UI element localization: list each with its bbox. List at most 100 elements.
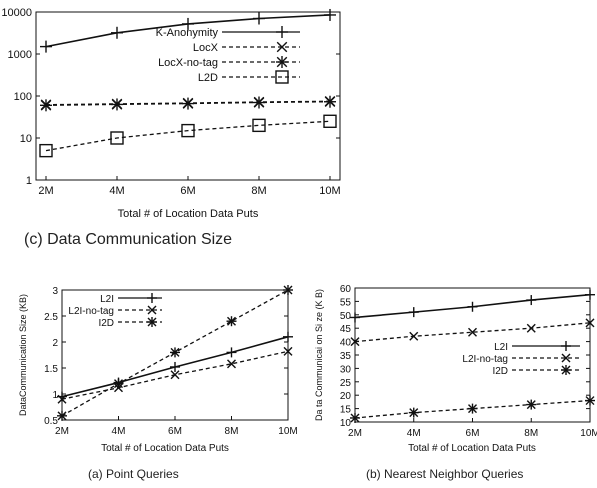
data-point — [324, 95, 336, 108]
y-tick-label: 35 — [340, 351, 352, 362]
x-tick-label: 8M — [225, 426, 239, 437]
series-line-l2i-no-tag — [354, 322, 591, 343]
data-point — [40, 40, 52, 53]
x-tick-label: 8M — [251, 185, 266, 197]
data-point — [170, 361, 180, 372]
data-point — [111, 98, 123, 111]
data-point — [182, 97, 194, 110]
legend-marker — [147, 305, 157, 315]
legend-label: I2D — [98, 318, 114, 329]
data-point — [324, 8, 336, 21]
data-point — [350, 412, 360, 423]
y-tick-label: 10 — [20, 133, 32, 145]
y-tick-label: 20 — [340, 391, 352, 402]
data-point — [408, 307, 419, 318]
legend-marker — [561, 353, 571, 363]
data-point — [350, 312, 360, 323]
data-point — [226, 316, 237, 327]
data-point — [253, 12, 265, 25]
legend-label: L2D — [198, 72, 218, 84]
x-tick-label: 6M — [168, 426, 182, 437]
legend-marker — [276, 41, 288, 53]
y-axis-label: Da ta Communicai on Si ze (K B) — [314, 289, 324, 421]
x-tick-label: 6M — [466, 428, 480, 439]
y-tick-label: 10 — [340, 418, 352, 429]
y-tick-label: 25 — [340, 378, 352, 389]
legend-marker — [276, 56, 288, 68]
data-point — [585, 395, 595, 406]
x-tick-label: 6M — [180, 185, 195, 197]
data-point — [110, 131, 124, 145]
data-point — [408, 407, 419, 418]
data-point — [39, 143, 53, 158]
y-tick-label: 1000 — [8, 49, 32, 61]
legend-label: L2I-no-tag — [462, 354, 508, 365]
legend-label: L2I — [494, 342, 508, 353]
y-tick-label: 2.5 — [44, 312, 58, 323]
caption-data-communication-size: (c) Data Communication Size — [24, 231, 233, 248]
series-line-l2d — [45, 120, 331, 152]
y-tick-label: 55 — [340, 297, 352, 308]
x-axis-label: Total # of Location Data Puts — [408, 443, 536, 454]
y-tick-label: 1 — [26, 175, 32, 187]
data-point — [57, 410, 67, 421]
legend-marker — [147, 293, 157, 303]
legend-label: I2D — [492, 366, 508, 377]
legend-marker — [276, 26, 288, 38]
caption-nearest-neighbor-queries: (b) Nearest Neighbor Queries — [366, 467, 524, 481]
y-tick-label: 1.5 — [44, 364, 58, 375]
data-point — [526, 323, 536, 333]
x-axis-label: Total # of Location Data Puts — [101, 443, 229, 454]
data-point — [283, 285, 293, 295]
y-tick-label: 15 — [340, 405, 352, 416]
y-tick-label: 1 — [52, 390, 58, 401]
data-point — [40, 99, 52, 112]
y-tick-label: 30 — [340, 364, 352, 375]
y-tick-label: 60 — [340, 284, 352, 295]
x-tick-label: 2M — [38, 185, 53, 197]
x-tick-label: 10M — [580, 428, 597, 439]
x-tick-label: 4M — [109, 185, 124, 197]
y-tick-label: 3 — [52, 286, 58, 297]
data-point — [252, 118, 266, 133]
data-point — [170, 370, 180, 380]
data-point — [170, 347, 180, 358]
data-point — [409, 331, 419, 341]
data-point — [253, 96, 265, 109]
y-tick-label: 45 — [340, 324, 352, 335]
legend-marker — [561, 365, 571, 375]
data-point — [585, 318, 595, 328]
data-point — [113, 378, 124, 389]
legend-marker — [561, 341, 571, 351]
data-point — [111, 26, 123, 39]
data-point — [182, 17, 194, 30]
legend-marker — [275, 70, 289, 84]
y-tick-label: 10000 — [1, 7, 32, 19]
data-point — [283, 346, 293, 356]
x-tick-label: 2M — [348, 428, 362, 439]
x-tick-label: 10M — [319, 185, 340, 197]
data-point — [226, 347, 237, 358]
data-point — [57, 394, 67, 404]
data-point — [468, 327, 477, 337]
legend-label: L2I — [100, 294, 114, 305]
x-tick-label: 4M — [112, 426, 126, 437]
chart-left: 0.5 1 1.5 2 2.5 3 2M 4M 6M 8M 10M Total # of Locati… — [18, 285, 298, 454]
y-tick-label: 100 — [14, 91, 32, 103]
data-point — [467, 403, 478, 414]
y-axis-label: DataCommunication Size (KB) — [18, 294, 28, 416]
data-point — [350, 337, 360, 347]
caption-point-queries: (a) Point Queries — [88, 467, 179, 481]
y-tick-label: 50 — [340, 311, 352, 322]
legend-label: LocX — [193, 42, 219, 54]
chart-top: 1 10 100 1000 10000 2M 4M 6M 8M 10M Total # of Loc… — [1, 7, 340, 220]
data-point — [467, 301, 478, 312]
y-tick-label: 0.5 — [44, 416, 58, 427]
series-line-i2d — [354, 399, 591, 419]
legend-label: LocX-no-tag — [158, 57, 218, 69]
x-tick-label: 8M — [524, 428, 538, 439]
legend-label: L2I-no-tag — [68, 306, 114, 317]
data-point — [283, 331, 293, 342]
x-tick-label: 4M — [407, 428, 421, 439]
